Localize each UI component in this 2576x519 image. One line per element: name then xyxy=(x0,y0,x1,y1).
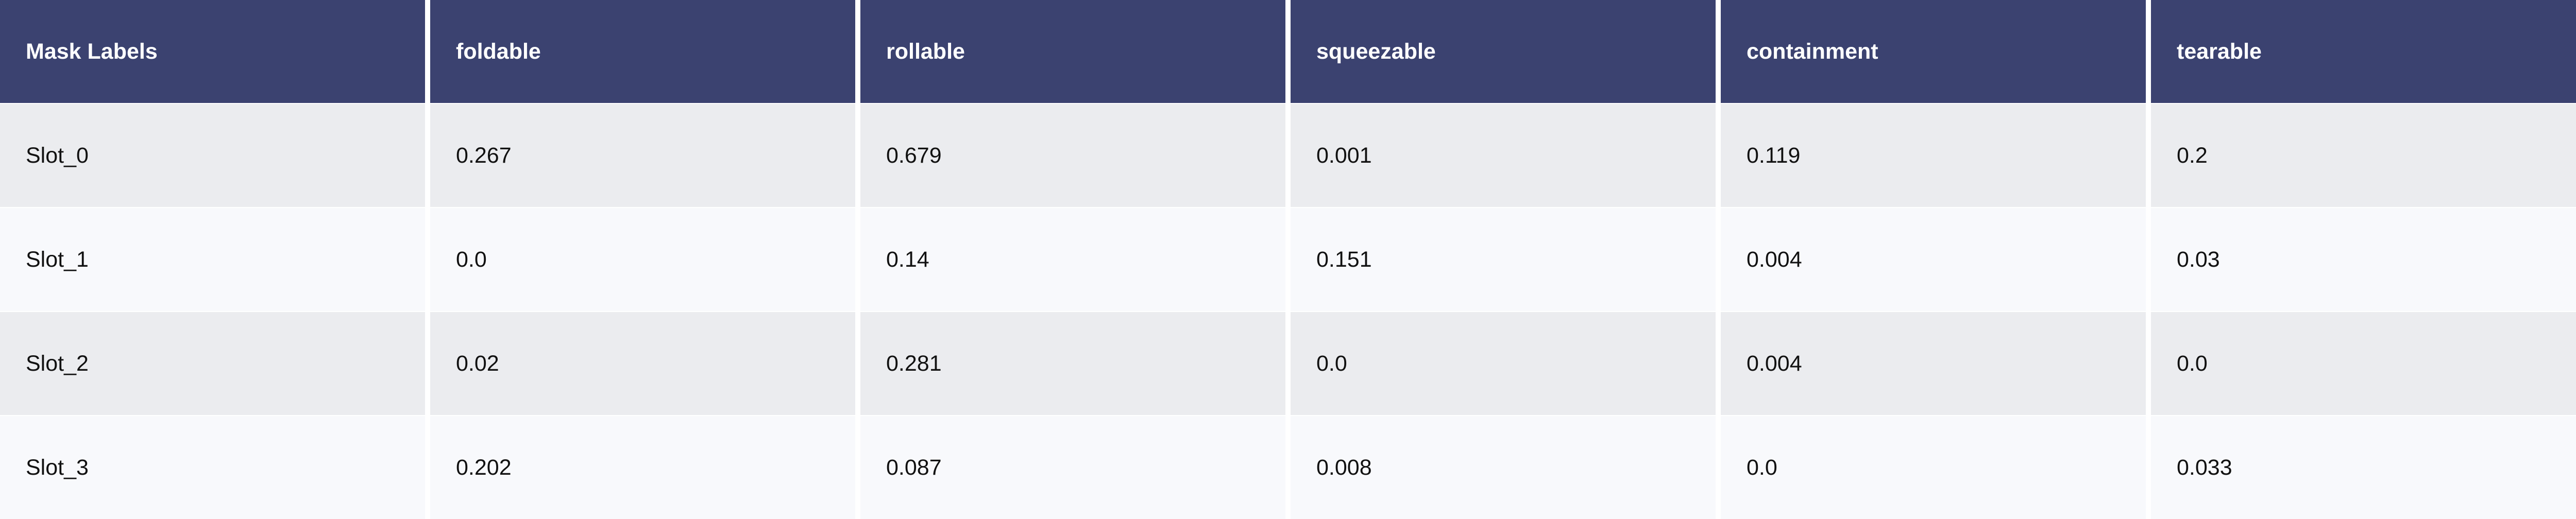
column-header: containment xyxy=(1721,0,2146,103)
table-cell: 0.03 xyxy=(2151,208,2576,311)
table-cell: 0.281 xyxy=(860,312,1285,415)
table-cell: 0.008 xyxy=(1291,416,1716,519)
table-cell: 0.087 xyxy=(860,416,1285,519)
column-header: tearable xyxy=(2151,0,2576,103)
table-cell: 0.001 xyxy=(1291,104,1716,207)
table-cell: 0.0 xyxy=(1721,416,2146,519)
table-cell: 0.02 xyxy=(430,312,855,415)
row-label: Slot_2 xyxy=(0,312,425,415)
table-cell: 0.033 xyxy=(2151,416,2576,519)
column-header: Mask Labels xyxy=(0,0,425,103)
table-cell: 0.004 xyxy=(1721,312,2146,415)
row-label: Slot_0 xyxy=(0,104,425,207)
table-cell: 0.0 xyxy=(430,208,855,311)
table-cell: 0.2 xyxy=(2151,104,2576,207)
row-label: Slot_3 xyxy=(0,416,425,519)
column-header: rollable xyxy=(860,0,1285,103)
table-cell: 0.679 xyxy=(860,104,1285,207)
column-header: foldable xyxy=(430,0,855,103)
table-cell: 0.119 xyxy=(1721,104,2146,207)
table-cell: 0.0 xyxy=(1291,312,1716,415)
table-cell: 0.004 xyxy=(1721,208,2146,311)
column-header: squeezable xyxy=(1291,0,1716,103)
table-cell: 0.0 xyxy=(2151,312,2576,415)
row-label: Slot_1 xyxy=(0,208,425,311)
table-cell: 0.267 xyxy=(430,104,855,207)
table-cell: 0.202 xyxy=(430,416,855,519)
table-cell: 0.14 xyxy=(860,208,1285,311)
table-cell: 0.151 xyxy=(1291,208,1716,311)
